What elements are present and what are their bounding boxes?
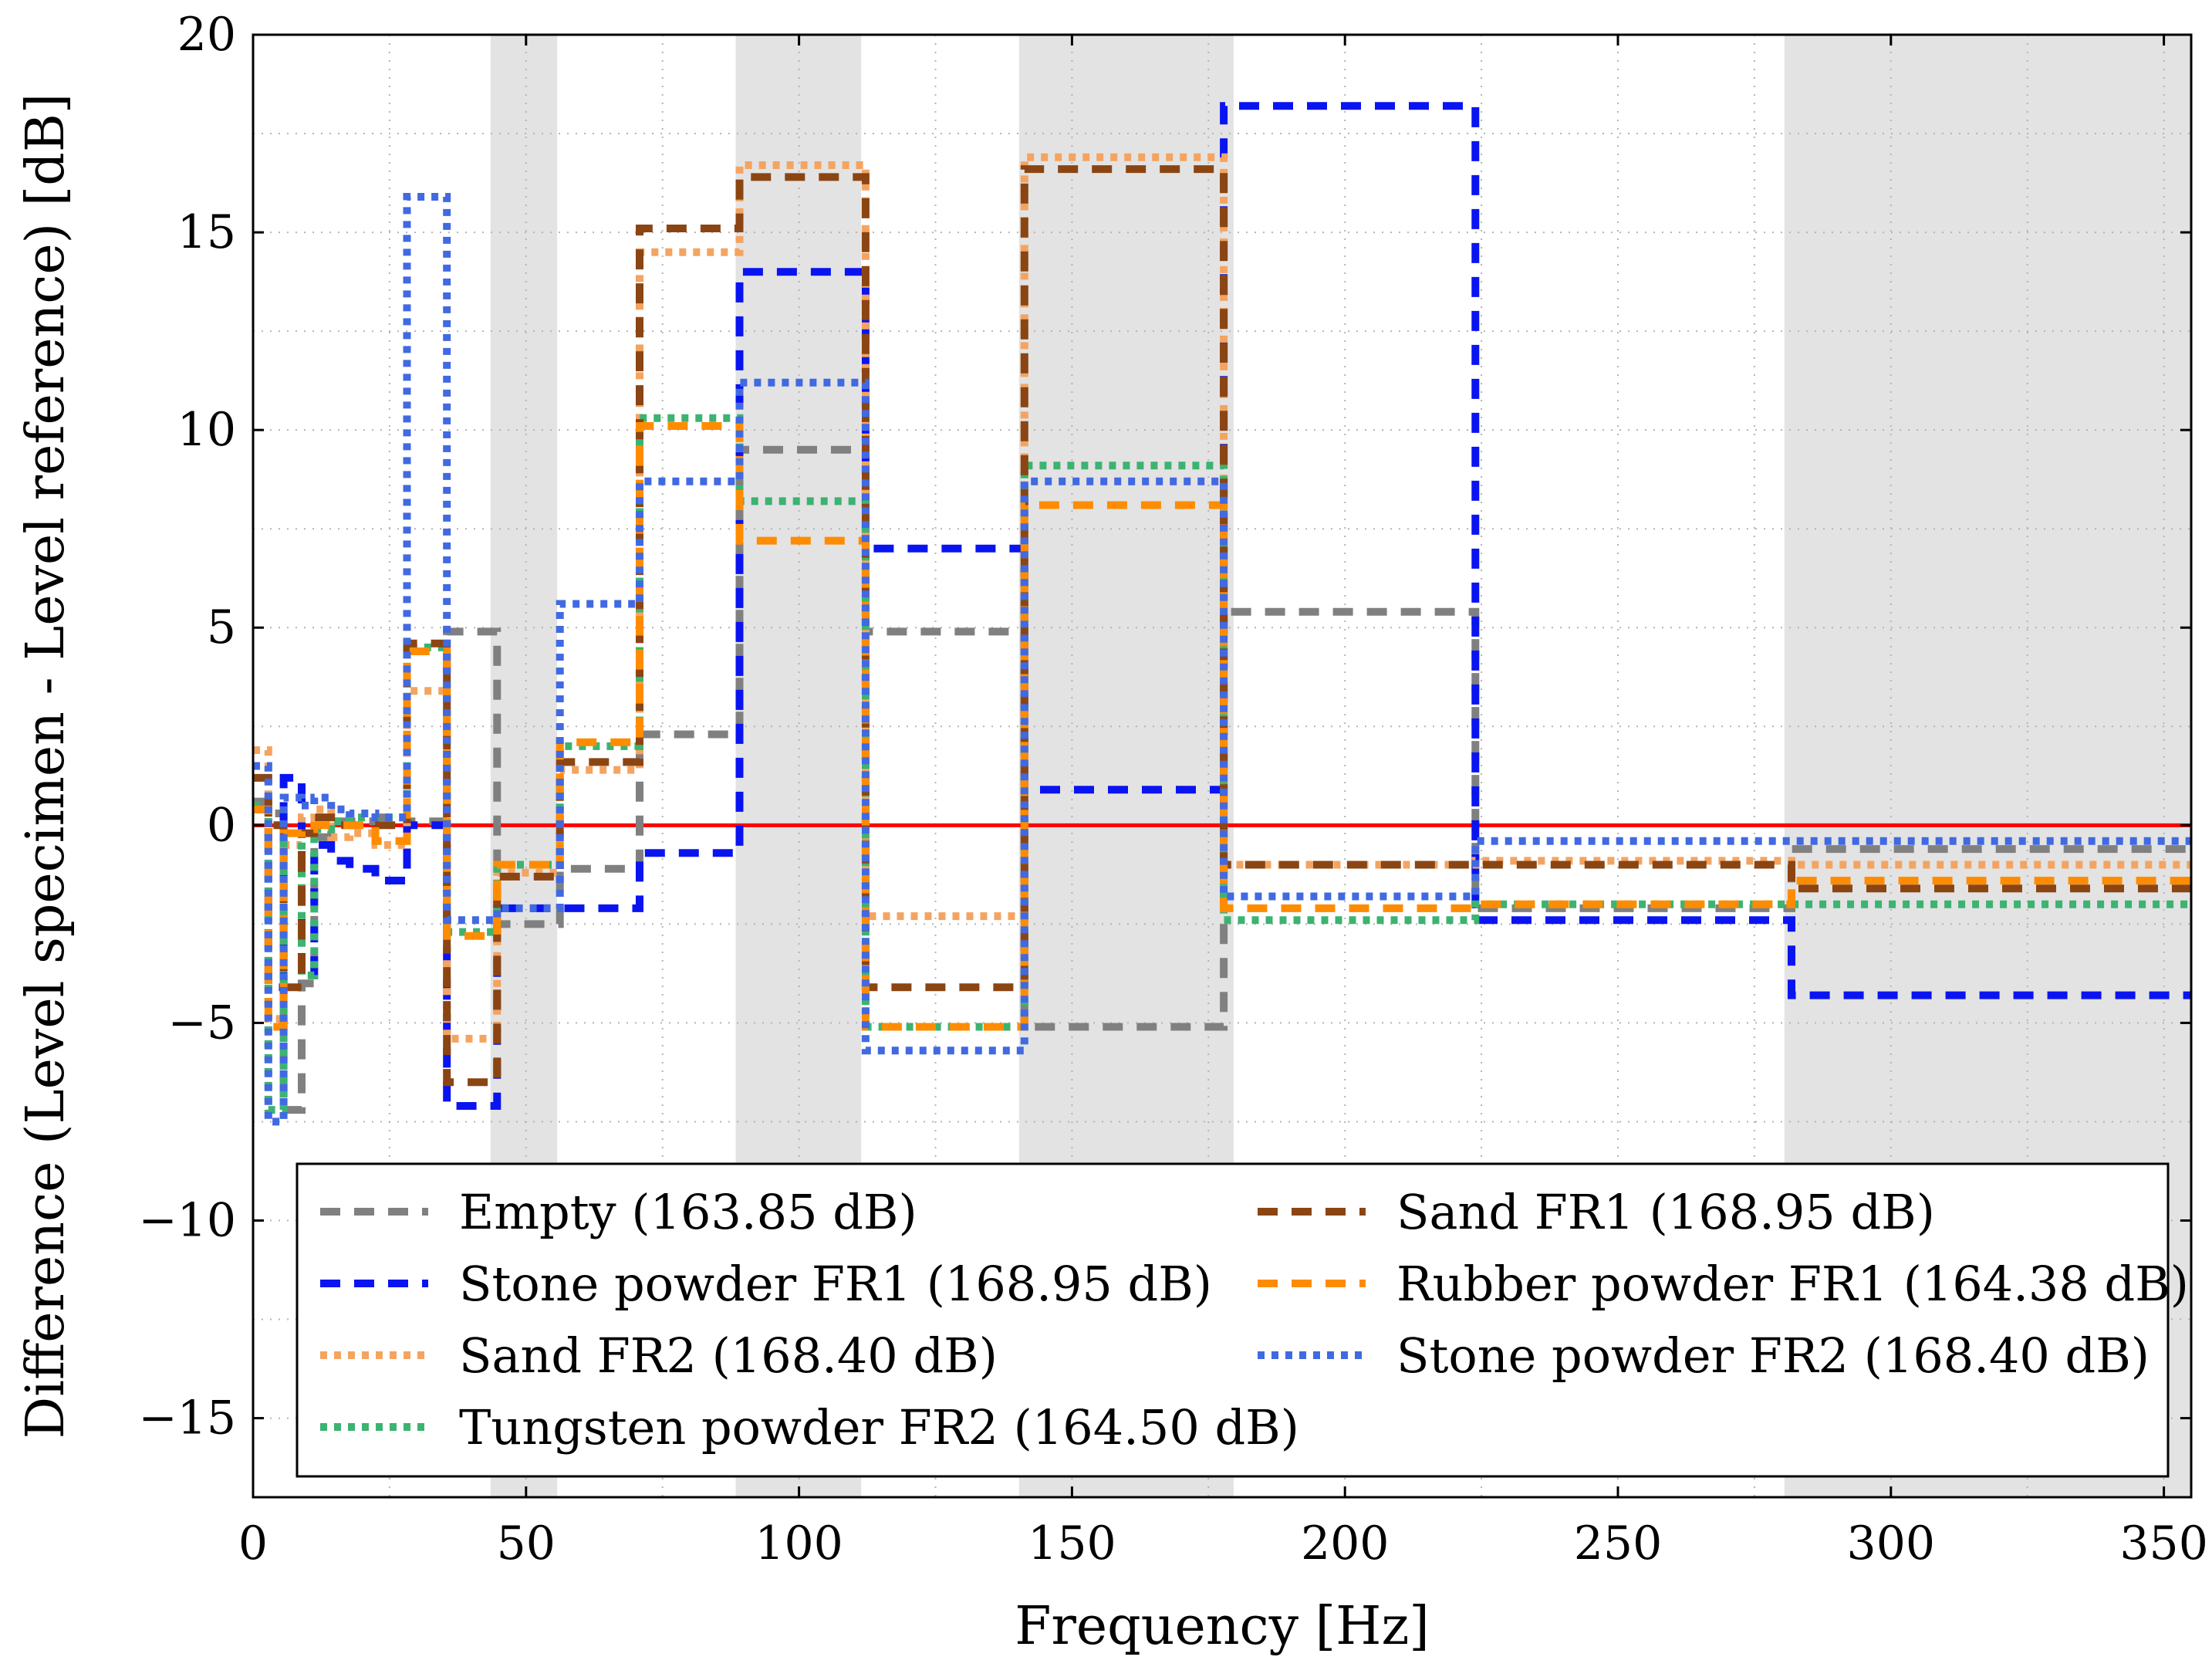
legend-label: Sand FR1 (168.95 dB) <box>1396 1184 1935 1240</box>
series-layer <box>253 102 2191 1126</box>
series-line-1 <box>253 445 2191 1114</box>
y-tick-label: 10 <box>177 403 236 457</box>
y-tick-label: −5 <box>168 996 236 1050</box>
plot-frame <box>252 33 2193 1499</box>
legend-label: Stone powder FR2 (168.40 dB) <box>1396 1327 2150 1384</box>
x-tick-label: 350 <box>2119 1517 2208 1571</box>
series-line-3 <box>253 153 2191 1043</box>
x-tick-label: 200 <box>1301 1517 1390 1571</box>
legend-label: Empty (163.85 dB) <box>459 1184 917 1240</box>
x-tick-label: 150 <box>1028 1517 1116 1571</box>
x-axis-title: Frequency [Hz] <box>1015 1596 1430 1657</box>
x-tick-label: 100 <box>755 1517 843 1571</box>
series-line-4 <box>253 414 2191 1114</box>
legend-label: Rubber powder FR1 (164.38 dB) <box>1396 1256 2189 1312</box>
legend-label: Sand FR2 (168.40 dB) <box>459 1327 998 1384</box>
y-tick-label: 5 <box>207 600 236 654</box>
y-axis-title: Difference (Level specimen - Level refer… <box>15 93 76 1439</box>
x-tick-label: 250 <box>1574 1517 1663 1571</box>
y-tick-label: 15 <box>177 205 236 259</box>
x-tick-label: 300 <box>1847 1517 1936 1571</box>
legend-label: Tungsten powder FR2 (164.50 dB) <box>459 1399 1299 1456</box>
y-tick-label: 20 <box>177 8 236 62</box>
x-tick-label: 0 <box>238 1517 268 1571</box>
legend-label: Stone powder FR1 (168.95 dB) <box>459 1256 1212 1312</box>
legend-box <box>295 1162 2170 1478</box>
x-tick-label: 50 <box>497 1517 556 1571</box>
axis-ticks: 0 50 100 150 200 250 300 350 −15 −10 −5 0 5 10 15 20 <box>138 8 2208 1571</box>
y-tick-label: 0 <box>207 798 236 852</box>
legend: Empty (163.85 dB) Stone powder FR1 (168.9… <box>295 1162 2189 1478</box>
y-tick-label: −15 <box>138 1391 236 1446</box>
y-tick-label: −10 <box>138 1193 236 1247</box>
series-line-7 <box>253 193 2191 1126</box>
